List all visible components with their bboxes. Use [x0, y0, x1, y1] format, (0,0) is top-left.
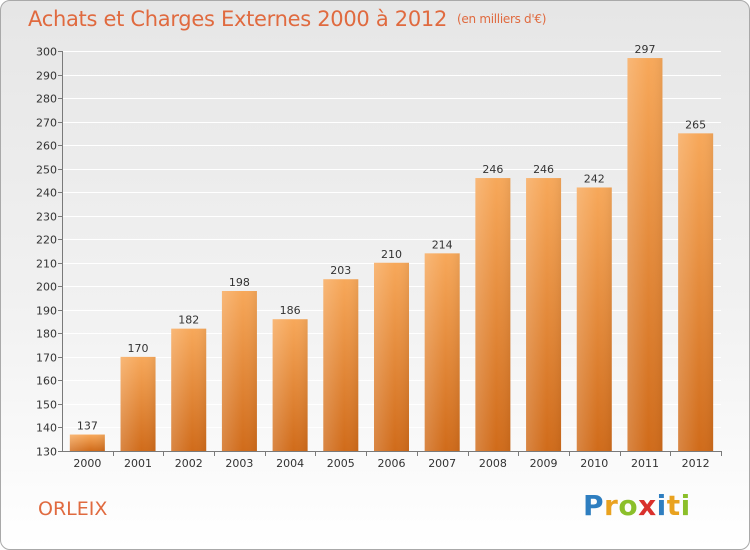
x-tick-label: 2011: [631, 457, 659, 470]
y-tick-label: 250: [36, 164, 57, 177]
value-label: 246: [482, 163, 503, 176]
y-tick-label: 130: [36, 446, 57, 459]
axis-layer: [58, 51, 722, 456]
value-label: 186: [280, 304, 301, 317]
value-label: 182: [178, 314, 199, 327]
y-tick-label: 140: [36, 422, 57, 435]
x-tick-label: 2001: [124, 457, 152, 470]
chart-title: Achats et Charges Externes 2000 à 2012 (e…: [28, 7, 546, 31]
y-tick-label: 190: [36, 305, 57, 318]
x-tick-label: 2009: [530, 457, 558, 470]
bar-shade: [526, 178, 562, 451]
value-label: 198: [229, 276, 250, 289]
x-tick-label: 2008: [479, 457, 507, 470]
label-layer: 130 140 150 160 170 180 190 200 210 220 230 240 250 2…: [36, 43, 710, 470]
unit-label: (en milliers d'€): [457, 12, 547, 26]
logo-letter: i: [656, 489, 667, 522]
commune-name: ORLEIX: [38, 498, 108, 520]
value-label: 214: [432, 238, 453, 251]
x-tick-label: 2005: [327, 457, 355, 470]
bar-shade: [221, 291, 257, 451]
bar-shade: [627, 58, 663, 451]
bar-shade: [678, 133, 714, 451]
y-tick-label: 270: [36, 117, 57, 130]
bar-shade: [424, 253, 460, 451]
y-tick-label: 240: [36, 187, 57, 200]
value-label: 242: [584, 172, 605, 185]
y-tick-label: 290: [36, 70, 57, 83]
logo-letter: t: [666, 489, 681, 522]
logo-letter: P: [583, 489, 605, 522]
logo-letter: o: [618, 489, 639, 522]
y-tick-label: 180: [36, 328, 57, 341]
value-label: 265: [685, 118, 706, 131]
y-tick-label: 170: [36, 352, 57, 365]
y-tick-label: 200: [36, 281, 57, 294]
bar-shade: [272, 319, 308, 451]
value-label: 246: [533, 163, 554, 176]
bar-shade: [69, 434, 105, 451]
y-tick-label: 260: [36, 140, 57, 153]
value-label: 297: [634, 43, 655, 56]
value-label: 203: [330, 264, 351, 277]
bar-shade: [576, 187, 612, 451]
bar-shade: [171, 328, 207, 451]
x-tick-label: 2012: [682, 457, 710, 470]
y-tick-label: 230: [36, 211, 57, 224]
x-tick-label: 2006: [378, 457, 406, 470]
y-tick-label: 280: [36, 93, 57, 106]
bar-shade: [120, 356, 156, 451]
x-tick-label: 2003: [225, 457, 253, 470]
x-tick-label: 2004: [276, 457, 304, 470]
x-tick-label: 2010: [580, 457, 608, 470]
logo-letter: x: [638, 489, 657, 522]
x-tick-label: 2002: [175, 457, 203, 470]
bar-shade: [475, 178, 511, 451]
proxiti-logo: Proxiti: [583, 489, 691, 522]
y-tick-label: 150: [36, 399, 57, 412]
value-label: 170: [128, 342, 149, 355]
x-tick-label: 2007: [428, 457, 456, 470]
bar-shade: [323, 279, 359, 451]
logo-letter: i: [680, 489, 691, 522]
y-tick-label: 220: [36, 234, 57, 247]
y-tick-label: 300: [36, 46, 57, 59]
bar-shade: [374, 262, 409, 451]
logo-letter: r: [604, 489, 619, 522]
y-tick-label: 160: [36, 375, 57, 388]
x-tick-label: 2000: [73, 457, 101, 470]
y-tick-label: 210: [36, 258, 57, 271]
title-text: Achats et Charges Externes 2000 à 2012: [28, 7, 448, 31]
bar-layer: [69, 58, 714, 451]
value-label: 210: [381, 248, 402, 261]
value-label: 137: [77, 420, 98, 433]
